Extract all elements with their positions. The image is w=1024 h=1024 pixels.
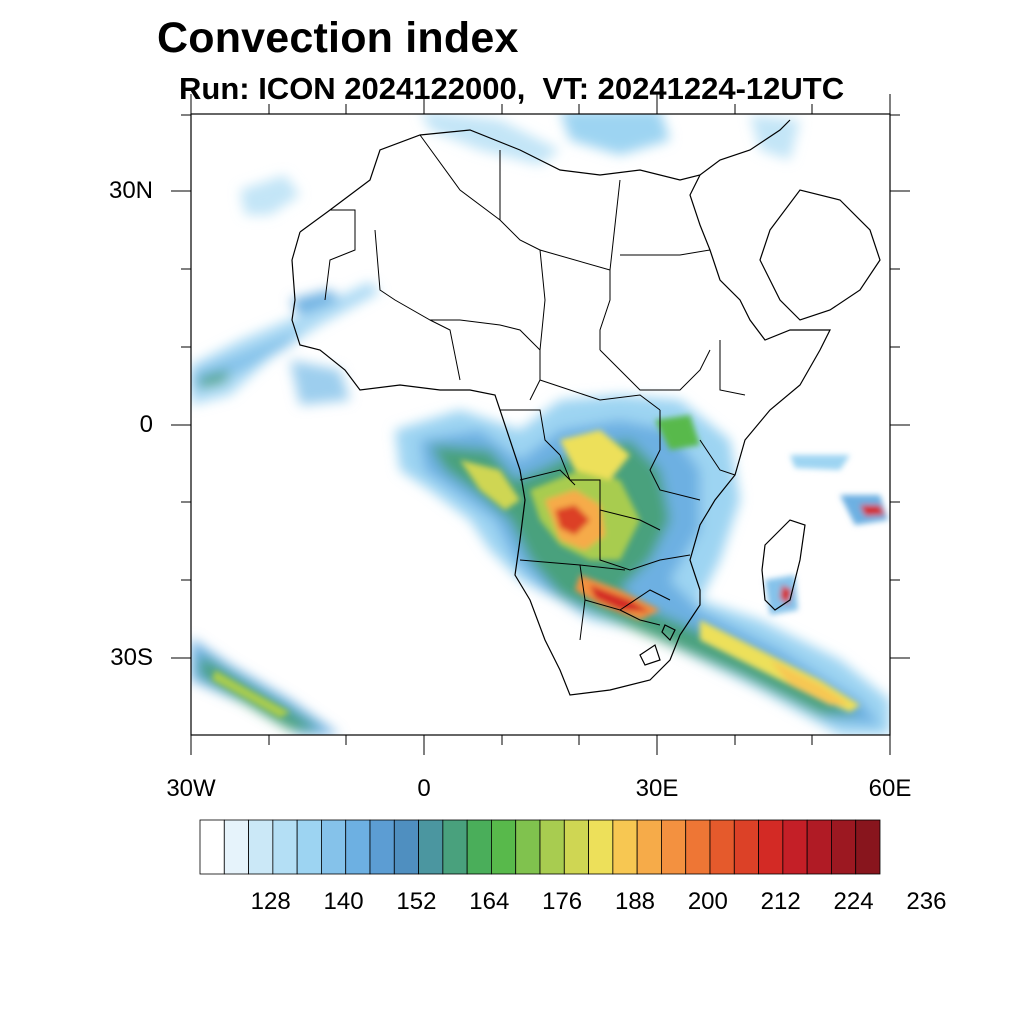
colorbar-swatch [733, 819, 759, 875]
colorbar-label: 176 [542, 888, 583, 915]
colorbar-swatch [321, 819, 347, 875]
colorbar-swatch [539, 819, 565, 875]
colorbar-swatch [199, 819, 225, 875]
lon-label-0: 0 [417, 775, 431, 802]
lat-label-30n: 30N [108, 177, 153, 204]
lat-label-0: 0 [139, 411, 153, 438]
colorbar-swatch [393, 819, 419, 875]
colorbar-swatch [636, 819, 662, 875]
colorbar-label: 212 [760, 888, 801, 915]
lon-ticks [190, 94, 891, 755]
colorbar-swatch [272, 819, 298, 875]
colorbar-swatch [806, 819, 832, 875]
map-title: Convection index [157, 14, 519, 62]
convection-field [191, 114, 890, 735]
map-subtitle: Run: ICON 2024122000, VT: 20241224-12UTC [179, 71, 845, 106]
colorbar-swatch [515, 819, 541, 875]
colorbar-swatch [612, 819, 638, 875]
colorbar-label: 140 [323, 888, 364, 915]
colorbar-swatch [709, 819, 735, 875]
colorbar-swatch [345, 819, 371, 875]
colorbar-swatch [782, 819, 808, 875]
colorbar-swatch [563, 819, 589, 875]
colorbar-swatch [831, 819, 857, 875]
lon-label-30w: 30W [166, 775, 216, 802]
coastline-layer [291, 119, 881, 696]
lat-ticks [171, 114, 910, 659]
colorbar-label: 200 [687, 888, 728, 915]
colorbar-label: 188 [614, 888, 656, 915]
colorbar [199, 819, 881, 875]
colorbar-label: 236 [906, 888, 947, 915]
colorbar-label: 152 [396, 888, 437, 915]
colorbar-swatch [248, 819, 274, 875]
colorbar-swatch [369, 819, 395, 875]
colorbar-swatch [758, 819, 784, 875]
lon-label-60e: 60E [868, 775, 912, 802]
border-layer [324, 134, 746, 641]
colorbar-label: 224 [833, 888, 874, 915]
colorbar-label: 128 [250, 888, 291, 915]
colorbar-swatch [855, 819, 881, 875]
colorbar-swatch [418, 819, 444, 875]
colorbar-swatch [588, 819, 614, 875]
colorbar-label: 164 [469, 888, 510, 915]
colorbar-swatch [491, 819, 517, 875]
colorbar-swatch [442, 819, 468, 875]
lon-label-30e: 30E [635, 775, 679, 802]
colorbar-swatch [466, 819, 492, 875]
colorbar-swatch [223, 819, 249, 875]
colorbar-swatch [661, 819, 687, 875]
lat-label-30s: 30S [110, 644, 153, 671]
colorbar-swatch [685, 819, 711, 875]
colorbar-swatch [296, 819, 322, 875]
